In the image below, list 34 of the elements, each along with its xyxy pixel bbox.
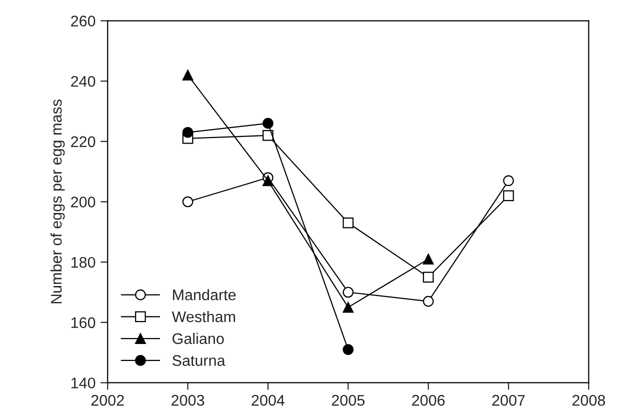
- point: [262, 118, 274, 129]
- legend-label: Galiano: [172, 332, 224, 344]
- y-axis-title: Number of eggs per egg mass: [50, 100, 65, 304]
- x-tick-label: 2003: [172, 394, 204, 406]
- point: [262, 130, 274, 141]
- x-tick-label: 2006: [412, 394, 445, 406]
- legend-label: Mandarte: [173, 289, 236, 300]
- point: [503, 190, 514, 202]
- legend-label: Saturna: [172, 355, 226, 366]
- point: [422, 254, 434, 264]
- x-tick-label: 2005: [332, 394, 365, 406]
- point: [422, 296, 434, 307]
- point: [182, 126, 194, 138]
- y-tick-label: 140: [71, 378, 96, 388]
- point: [342, 344, 354, 355]
- point: [503, 175, 514, 186]
- point: [182, 196, 194, 208]
- y-tick-label: 180: [71, 256, 96, 268]
- point: [422, 272, 434, 283]
- point: [342, 217, 354, 228]
- point: [342, 302, 354, 313]
- point: [262, 175, 274, 186]
- y-tick-label: 160: [71, 317, 96, 328]
- y-tick-label: 220: [71, 136, 96, 148]
- x-tick-label: 2008: [572, 394, 606, 406]
- y-tick-label: 260: [71, 16, 96, 26]
- point: [342, 286, 354, 298]
- legend-label: Westham: [172, 310, 236, 322]
- x-tick-label: 2002: [91, 394, 124, 406]
- x-tick-label: 2004: [252, 394, 285, 406]
- y-tick-label: 240: [71, 76, 96, 87]
- y-tick-label: 200: [71, 196, 96, 208]
- point: [182, 70, 194, 81]
- x-tick-label: 2007: [492, 394, 525, 406]
